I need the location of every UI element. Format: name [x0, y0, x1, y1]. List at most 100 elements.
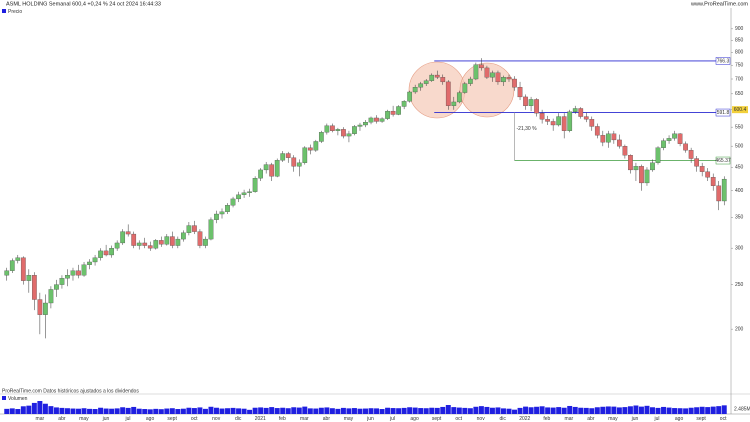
- volume-bar: [197, 407, 203, 414]
- volume-bar: [158, 409, 164, 414]
- candle-body: [440, 77, 446, 83]
- candle-body: [396, 106, 401, 115]
- x-tick-label: 2022: [519, 416, 530, 422]
- candle-body: [374, 117, 379, 122]
- volume-bar: [716, 406, 722, 414]
- volume-bar: [578, 407, 584, 414]
- volume-bar: [64, 408, 70, 414]
- volume-bar: [638, 406, 644, 414]
- x-tick-label: abr: [587, 416, 595, 422]
- volume-bar: [37, 401, 43, 414]
- y-tick-label: 900: [735, 26, 744, 32]
- volume-bar: [600, 406, 606, 414]
- candle-body: [694, 158, 700, 167]
- volume-bar: [650, 407, 655, 414]
- volume-bar: [412, 407, 418, 414]
- volume-bar: [423, 408, 429, 414]
- volume-bar: [219, 408, 225, 414]
- candle-body: [192, 225, 197, 232]
- x-tick-label: jun: [631, 416, 639, 422]
- candle-body: [81, 264, 87, 276]
- y-tick-label: 750: [735, 63, 744, 69]
- candle-body: [617, 139, 622, 147]
- volume-bar: [528, 407, 534, 414]
- candle-body: [688, 150, 694, 159]
- x-tick-label: may: [79, 416, 89, 422]
- candle-body: [219, 211, 225, 215]
- volume-bar: [495, 407, 501, 414]
- candle-body: [567, 111, 573, 131]
- candle-body: [423, 80, 429, 84]
- candle-body: [125, 231, 131, 235]
- volume-bar: [48, 406, 54, 414]
- volume-bar: [473, 406, 479, 414]
- volume-bar: [87, 408, 93, 414]
- candle-body: [583, 116, 589, 120]
- volume-bar: [280, 407, 286, 414]
- candle-body: [225, 205, 230, 212]
- x-tick-label: nov: [212, 416, 221, 422]
- volume-bar: [434, 407, 440, 414]
- volume-bar: [401, 407, 407, 414]
- candle-body: [153, 240, 159, 249]
- volume-bar: [9, 408, 15, 414]
- volume-bar: [340, 407, 346, 414]
- volume-bar: [230, 407, 236, 414]
- candle-body: [677, 133, 683, 144]
- volume-bar: [363, 408, 368, 414]
- candle-body: [175, 238, 181, 246]
- volume-bar: [98, 407, 104, 414]
- candle-body: [628, 155, 633, 171]
- candle-body: [721, 178, 727, 202]
- candle-body: [462, 83, 468, 93]
- candle-body: [650, 162, 655, 171]
- y-tick-label: 350: [735, 215, 744, 221]
- volume-bar: [445, 405, 451, 414]
- candle-body: [390, 110, 396, 115]
- candle-body: [136, 242, 142, 246]
- x-tick-label: sept: [167, 416, 177, 422]
- volume-axis-label: 2.485M: [734, 406, 750, 412]
- x-tick-label: feb: [279, 416, 286, 422]
- candle-body: [655, 147, 661, 163]
- x-tick-label: mar: [300, 416, 309, 422]
- volume-bar: [263, 407, 269, 414]
- volume-bar: [451, 407, 457, 414]
- volume-bar: [252, 407, 258, 414]
- candle-body: [379, 118, 385, 122]
- site-label[interactable]: www.ProRealTime.com: [690, 1, 748, 7]
- volume-bar: [396, 408, 402, 414]
- candle-body: [169, 236, 175, 246]
- volume-bar: [142, 409, 148, 414]
- level-label: 766.3: [717, 58, 730, 64]
- candle-body: [468, 78, 473, 84]
- x-tick-label: 2021: [255, 416, 266, 422]
- candle-body: [318, 132, 324, 142]
- volume-legend-label: Volumen: [8, 396, 28, 402]
- candle-body: [550, 121, 556, 126]
- candle-body: [611, 133, 617, 141]
- volume-bar: [274, 408, 280, 414]
- x-tick-label: ago: [146, 416, 155, 422]
- volume-bar: [103, 408, 109, 414]
- candle-body: [594, 126, 600, 136]
- volume-bar: [467, 408, 473, 414]
- volume-bar: [440, 406, 446, 414]
- level-label-box: [715, 156, 731, 165]
- volume-bar: [390, 408, 396, 414]
- candle-body: [534, 99, 539, 114]
- volume-bar: [456, 407, 462, 414]
- y-tick-label: 700: [735, 76, 744, 82]
- highlight-circle: [459, 62, 515, 118]
- candle-body: [76, 270, 81, 276]
- candle-body: [4, 270, 10, 276]
- volume-bar: [285, 408, 291, 414]
- candle-body: [512, 78, 517, 88]
- volume-bar: [202, 408, 208, 414]
- volume-bar: [186, 407, 192, 414]
- volume-bar: [605, 406, 611, 414]
- candle-body: [131, 233, 137, 246]
- volume-bar: [335, 408, 341, 414]
- candle-body: [490, 72, 495, 78]
- x-tick-label: feb: [543, 416, 550, 422]
